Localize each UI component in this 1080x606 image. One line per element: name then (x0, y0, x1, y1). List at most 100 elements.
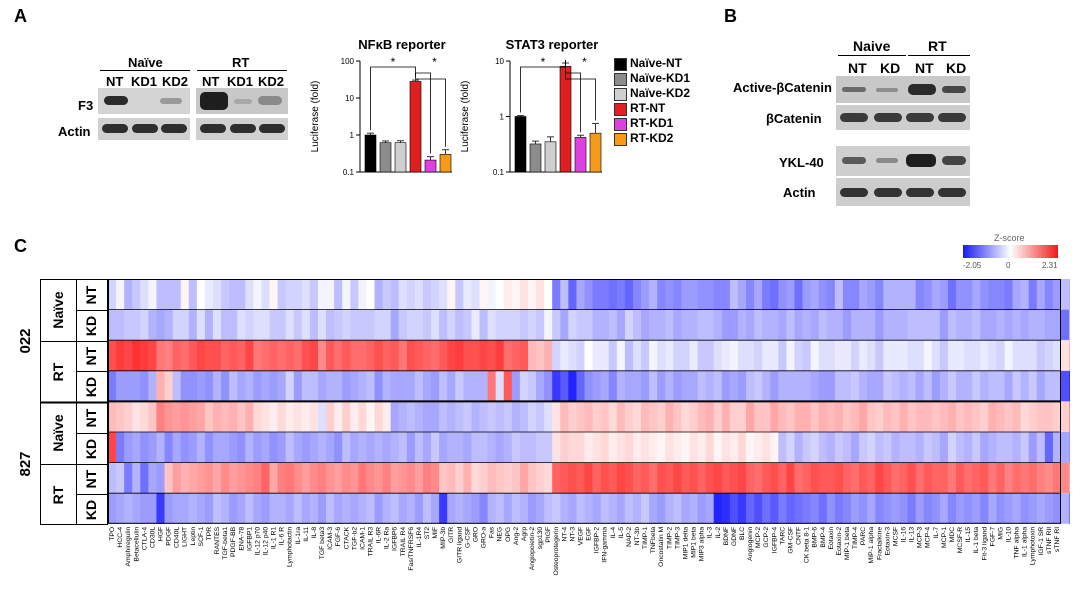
heatmap-cell (398, 462, 408, 494)
heatmap-cell (221, 340, 230, 371)
heatmap-cell (342, 370, 351, 402)
heatmap-cell (721, 370, 731, 402)
heatmap-cell (204, 309, 214, 341)
legend-item: Naïve-KD1 (614, 71, 714, 86)
heatmap-cell (681, 432, 690, 463)
heatmap-column-label: TIMP-1 (642, 527, 649, 549)
heatmap-cell (309, 493, 319, 524)
heatmap-cell (439, 401, 448, 432)
heatmap-cell (641, 370, 650, 402)
heatmap-cell (269, 370, 279, 402)
heatmap-cell (584, 340, 593, 371)
blot-band (908, 84, 936, 95)
heatmap-cell (350, 340, 359, 371)
heatmap-cell (317, 432, 327, 463)
heatmap-cell (875, 401, 884, 432)
heatmap-cell (212, 462, 222, 494)
heatmap-cell (689, 401, 698, 432)
heatmap-cell (422, 370, 432, 402)
heatmap-column-label: sgp130 (537, 527, 544, 550)
heatmap-cell (851, 279, 860, 310)
heatmap-cell (754, 493, 763, 524)
heatmap-cell (972, 462, 981, 494)
heatmap-column-label: OPG (505, 527, 512, 542)
heatmap-cell (721, 493, 731, 524)
heatmap-cell (907, 370, 917, 402)
heatmap-column-label: CTLA-4 (141, 527, 148, 551)
heatmap-column-label: TPR (206, 527, 213, 541)
heatmap-cell (124, 462, 133, 494)
heatmap-column-label: PDGF (166, 527, 173, 546)
heatmap-column-label: Angiogenin (747, 527, 754, 561)
heatmap-cell (608, 340, 618, 371)
heatmap-cell (479, 370, 488, 402)
heatmap-cell (455, 340, 464, 371)
heatmap-cell (867, 340, 876, 371)
heatmap-cell (568, 401, 577, 432)
heatmap-cell (511, 279, 521, 310)
heatmap-cell (891, 401, 900, 432)
heatmap-cell (204, 401, 214, 432)
heatmap-cell (1036, 462, 1046, 494)
heatmap-cell (988, 370, 997, 402)
heatmap-column-label: Lymphotoxin (1030, 527, 1037, 566)
heatmap-cell (964, 340, 973, 371)
legend-swatch (614, 103, 627, 116)
heatmap-cell (132, 370, 141, 402)
heatmap-cell (649, 493, 658, 524)
heatmap-cell (826, 493, 836, 524)
heatmap-cell (649, 432, 658, 463)
heatmap-cell (560, 401, 569, 432)
heatmap-cell (487, 279, 497, 310)
heatmap-cell (503, 309, 513, 341)
heatmap-cell (495, 432, 505, 463)
heatmap-cell (624, 279, 634, 310)
heatmap-cell (576, 401, 585, 432)
heatmap-cell (463, 340, 472, 371)
heatmap-cell (1036, 340, 1046, 371)
heatmap-cell (455, 401, 464, 432)
heatmap-column-label: MCP-3 (917, 527, 924, 548)
blot-b-group-rt-line (908, 55, 970, 56)
heatmap-cell (834, 370, 844, 402)
heatmap-column-label: GRO-a (481, 527, 488, 549)
blot-band (234, 99, 252, 104)
heatmap-cell (140, 309, 149, 341)
heatmap-cell (1044, 401, 1054, 432)
heatmap-cell (592, 370, 602, 402)
heatmap-cell (116, 279, 125, 310)
heatmap-column-label: IL-5 (618, 527, 625, 539)
heatmap-cell (1020, 493, 1030, 524)
heatmap-cell (447, 432, 456, 463)
heatmap-cell (1036, 401, 1046, 432)
heatmap-cell (196, 401, 206, 432)
heatmap-cell (576, 432, 585, 463)
heatmap-cell (931, 401, 941, 432)
blot-row-f3: F3 (78, 98, 94, 113)
heatmap-cell (495, 493, 505, 524)
heatmap-cell (269, 340, 279, 371)
heatmap-cell (285, 432, 295, 463)
heatmap-cell (624, 340, 634, 371)
heatmap-column-label: TNF alpha (1014, 527, 1021, 559)
heatmap-cell (770, 462, 779, 494)
heatmap-column-label: IL-1 beta (973, 527, 980, 554)
heatmap-cell (996, 279, 1005, 310)
heatmap-cell (495, 370, 505, 402)
heatmap-cell (988, 309, 997, 341)
heatmap-cell (406, 432, 416, 463)
heatmap-cell (390, 462, 400, 494)
heatmap-cell (1061, 340, 1070, 371)
heatmap-cell (1020, 432, 1030, 463)
significance-bracket (415, 77, 446, 147)
significance-bracket (370, 66, 416, 131)
heatmap-cell (116, 401, 125, 432)
heatmap-cell (487, 462, 497, 494)
heatmap-cell (479, 309, 488, 341)
heatmap-cell (1012, 462, 1022, 494)
heatmap-cell (891, 432, 900, 463)
heatmap-cell (1004, 493, 1013, 524)
heatmap-cell (641, 279, 650, 310)
heatmap-cell (729, 279, 739, 310)
heatmap-cell (697, 462, 707, 494)
